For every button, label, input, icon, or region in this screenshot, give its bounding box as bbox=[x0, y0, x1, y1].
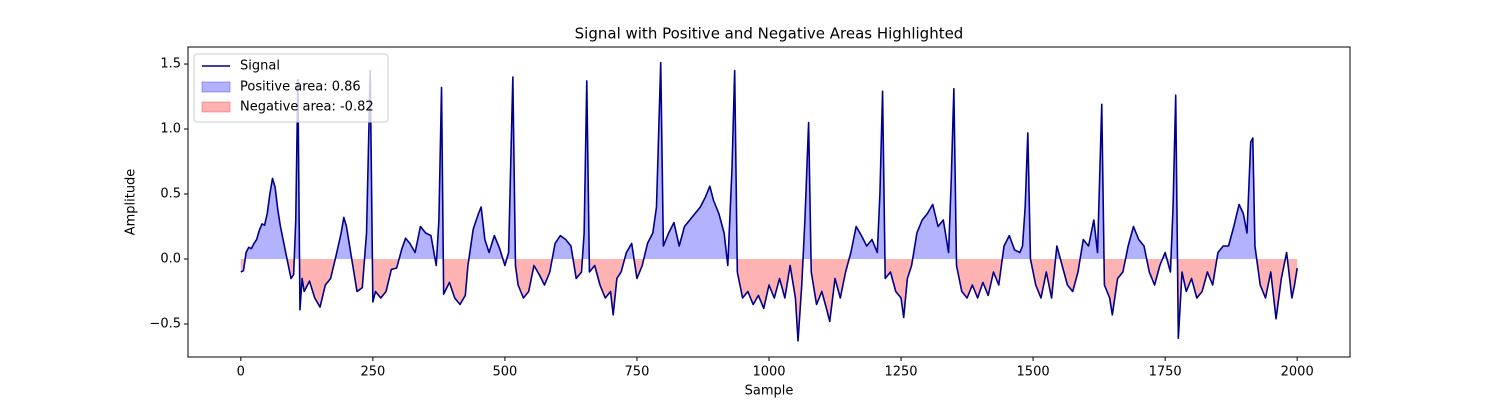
x-tick-label: 2000 bbox=[1281, 365, 1314, 380]
x-tick-label: 500 bbox=[492, 365, 517, 380]
x-tick-label: 0 bbox=[237, 365, 245, 380]
negative-area bbox=[240, 258, 1298, 341]
x-axis-label: Sample bbox=[745, 384, 794, 399]
y-tick-label: 0.5 bbox=[160, 187, 181, 202]
x-tick-label: 750 bbox=[625, 365, 650, 380]
positive-area bbox=[245, 62, 1288, 259]
y-tick-label: 1.5 bbox=[160, 57, 181, 72]
y-tick-label: −0.5 bbox=[149, 316, 181, 331]
y-tick-label: 1.0 bbox=[160, 122, 181, 137]
signal-line bbox=[240, 61, 1298, 342]
legend-swatch bbox=[201, 81, 231, 93]
y-tick-label: 0.0 bbox=[160, 251, 181, 266]
chart-title: Signal with Positive and Negative Areas … bbox=[575, 25, 964, 43]
y-axis-label: Amplitude bbox=[124, 169, 139, 236]
legend-swatch bbox=[201, 101, 231, 113]
legend-label: Negative area: -0.82 bbox=[240, 100, 374, 115]
x-tick-label: 1500 bbox=[1017, 365, 1050, 380]
x-tick-label: 250 bbox=[360, 365, 385, 380]
x-tick-label: 1000 bbox=[752, 365, 785, 380]
legend-label: Signal bbox=[240, 59, 280, 74]
legend-box bbox=[193, 53, 389, 123]
x-tick-label: 1750 bbox=[1149, 365, 1182, 380]
legend-label: Positive area: 0.86 bbox=[240, 80, 361, 95]
x-tick-label: 1250 bbox=[884, 365, 917, 380]
